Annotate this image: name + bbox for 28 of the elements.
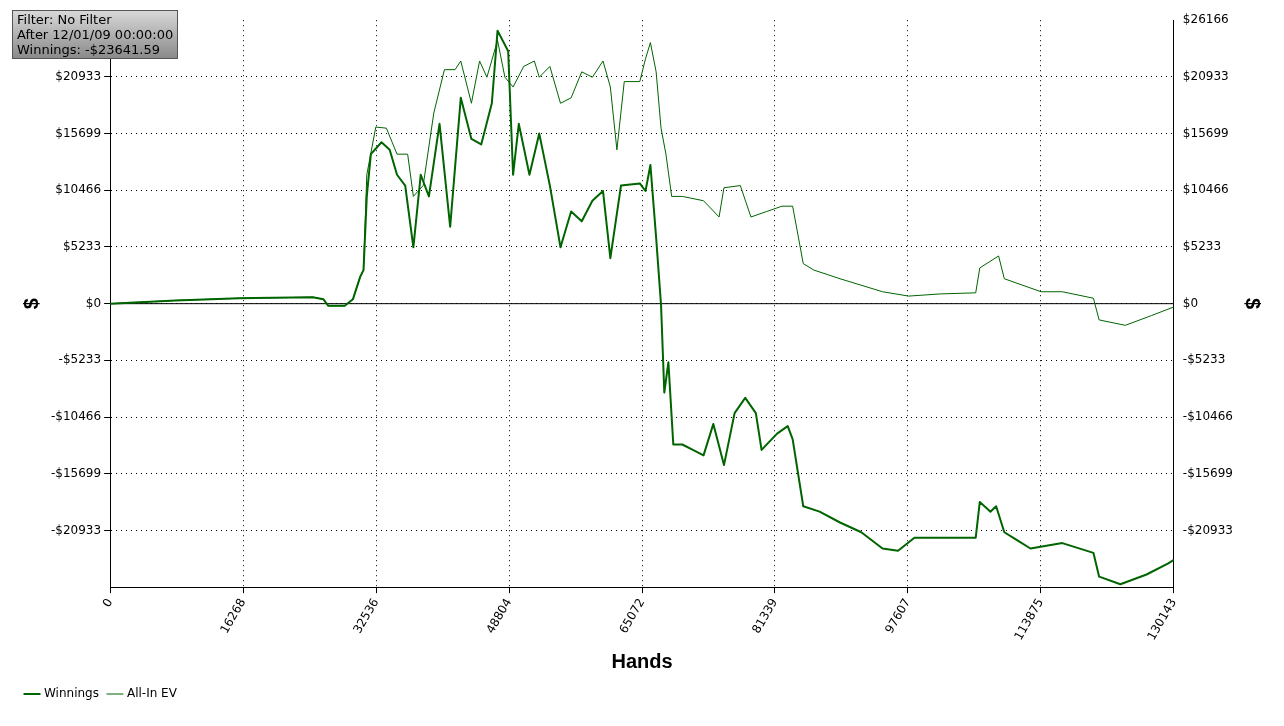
y-tick-label: $5233 (62, 239, 102, 254)
y2-tick-label: -$10466 (1182, 409, 1233, 424)
y-tick-label: $10466 (55, 182, 102, 197)
annotation: After 12/01/09 00:00:00 (17, 27, 174, 42)
y-tick-label: -$10466 (51, 409, 102, 424)
y-tick-label: -$5233 (58, 352, 102, 367)
y2-tick-label: $26166 (1182, 12, 1229, 27)
y-tick-label: $0 (85, 295, 102, 310)
y2-tick-label: $20933 (1182, 69, 1229, 84)
y-tick-label: $20933 (55, 69, 102, 84)
annotation: Winnings: -$23641.59 (17, 42, 162, 57)
annotation: Filter: No Filter (17, 12, 113, 27)
y2-tick-label: $10466 (1182, 182, 1229, 197)
legend-label: Winnings (44, 686, 99, 701)
y-tick-label: -$15699 (51, 465, 102, 480)
x-tick-label: 0 (99, 595, 116, 610)
y2-tick-label: -$5233 (1182, 352, 1226, 367)
y2-tick-label: $15699 (1182, 125, 1229, 140)
y2-tick-label: $5233 (1182, 239, 1222, 254)
legend-label: All-In EV (126, 686, 178, 701)
y-tick-label: $15699 (55, 125, 102, 140)
y2-tick-label: -$20933 (1182, 522, 1233, 537)
y2-tick-label: -$15699 (1182, 465, 1233, 480)
y-axis-title: $ (19, 298, 42, 310)
x-axis-title: Hands (611, 649, 673, 672)
y-tick-label: -$20933 (51, 522, 102, 537)
y2-tick-label: $0 (1182, 295, 1199, 310)
y2-axis-title: $ (1242, 298, 1265, 310)
